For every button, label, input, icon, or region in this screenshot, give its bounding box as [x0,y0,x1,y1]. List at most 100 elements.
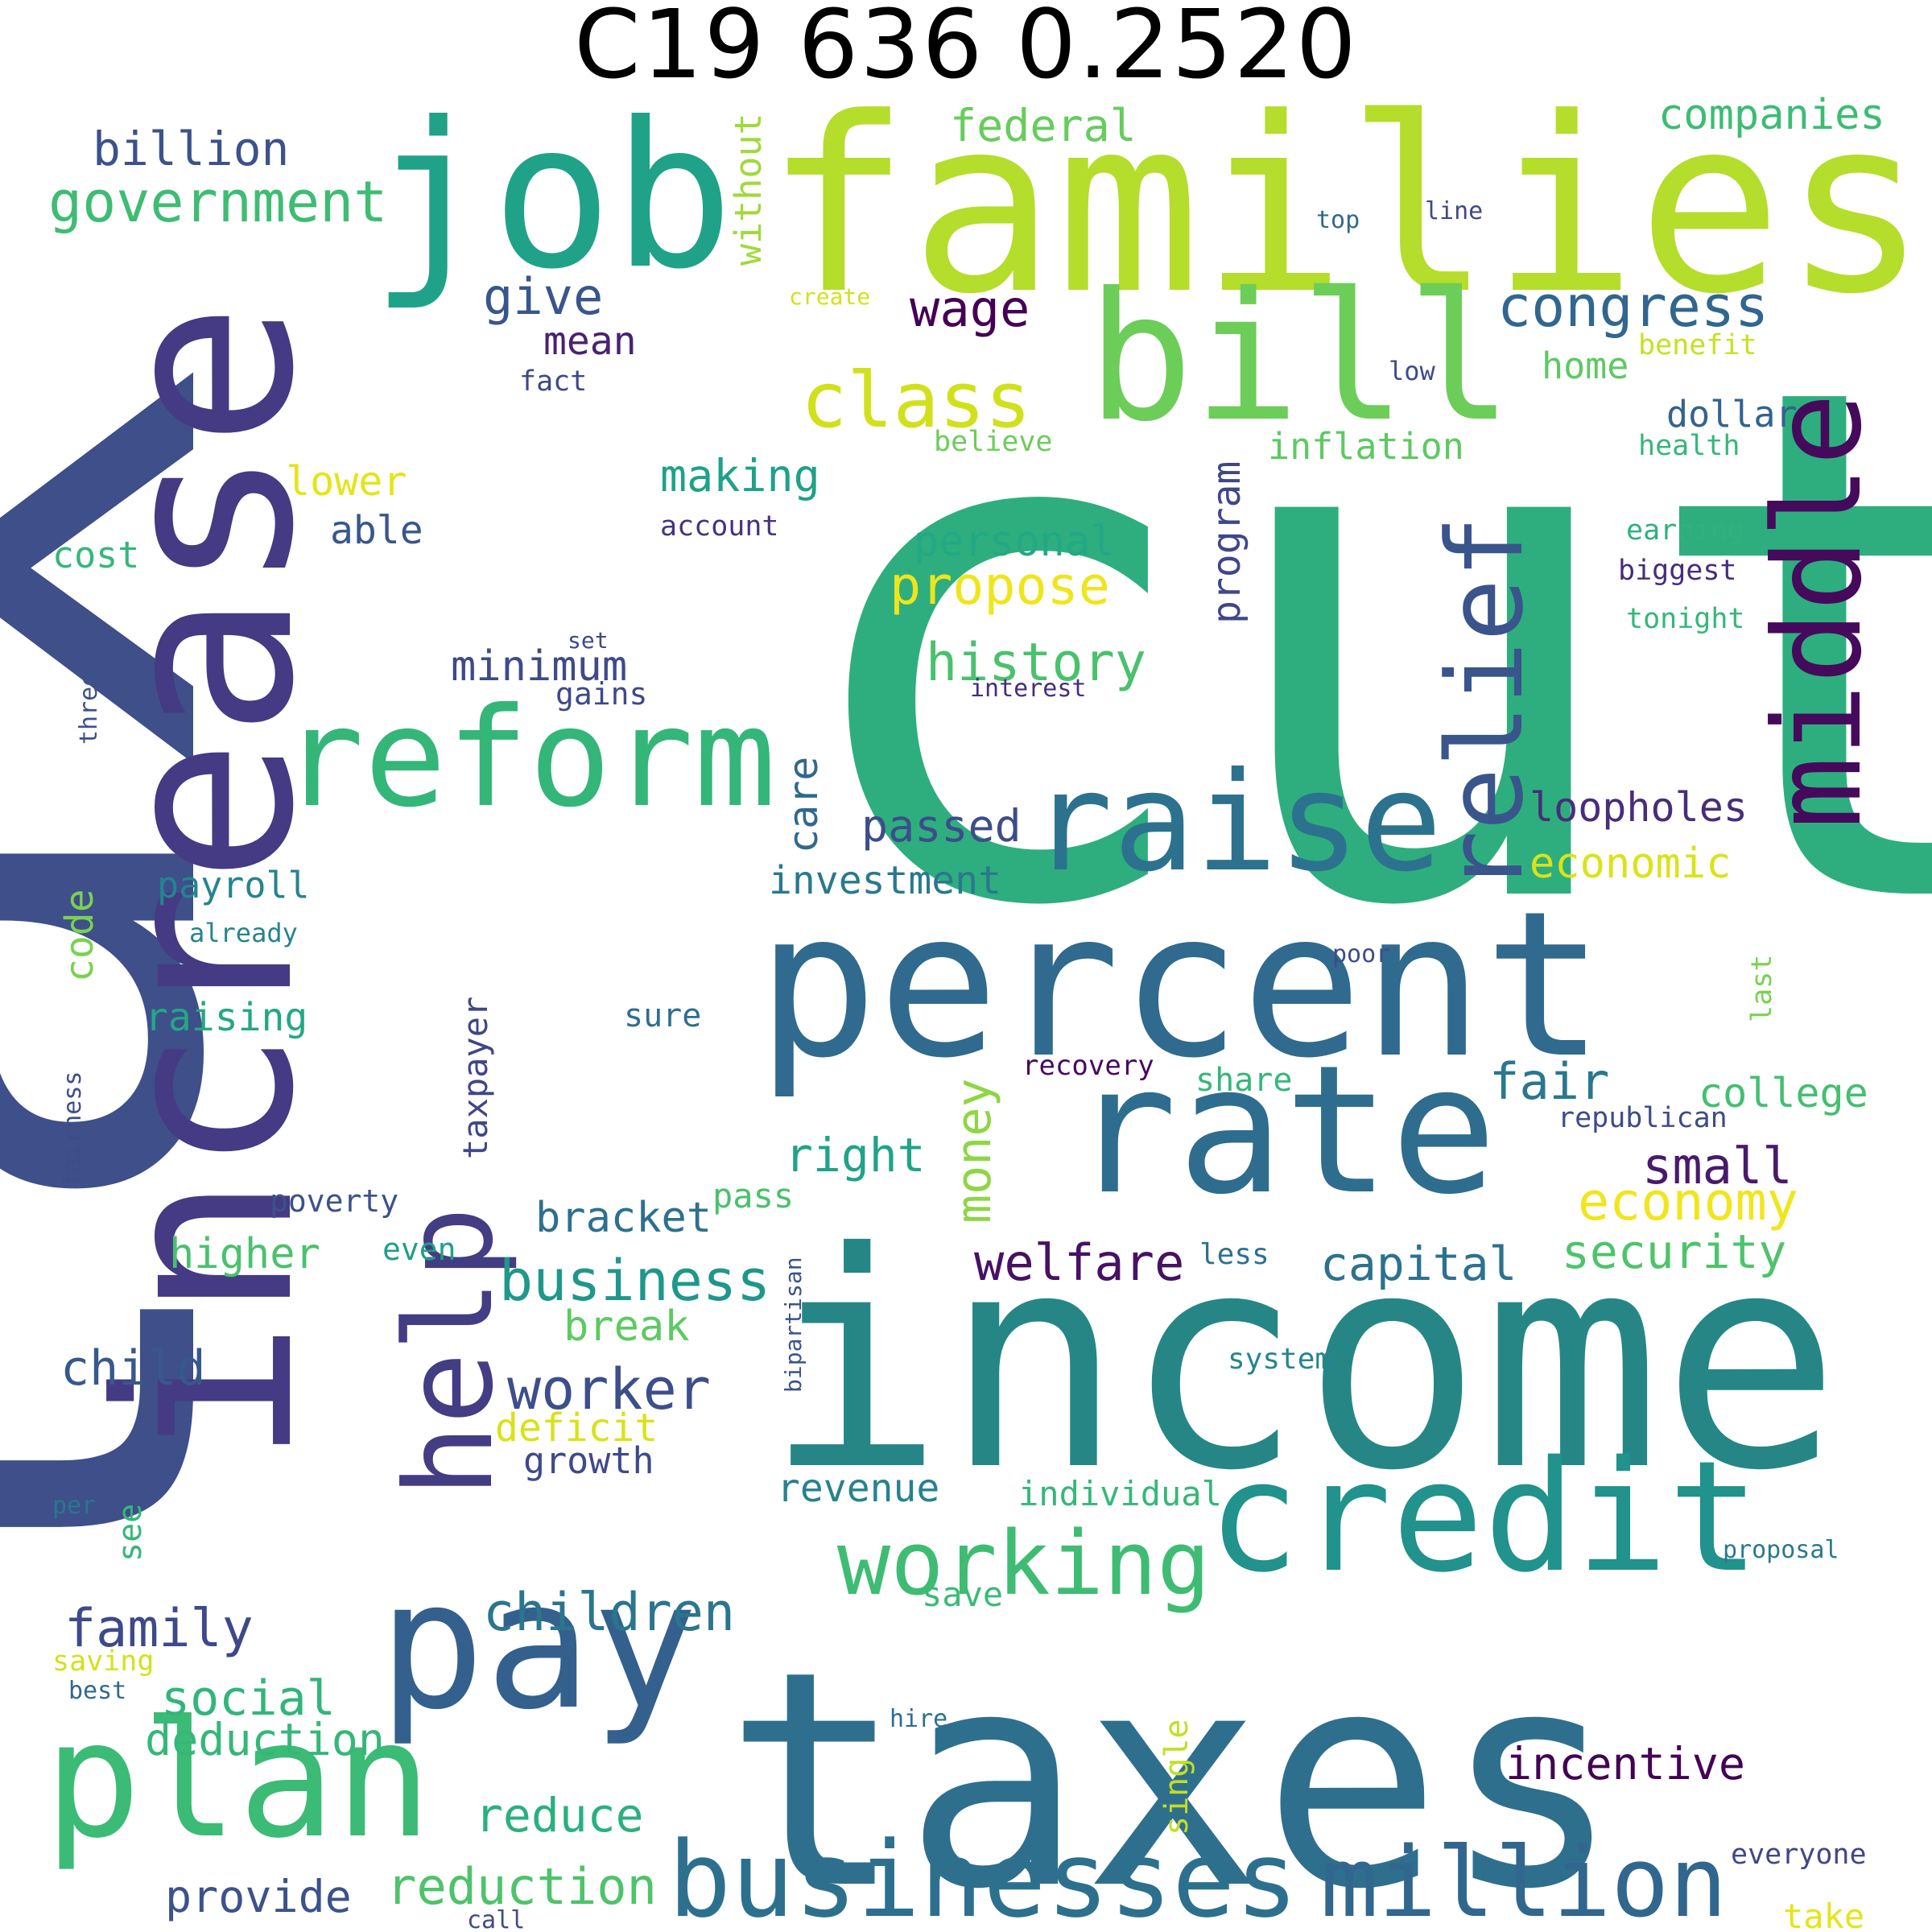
word-pass: pass [712,1176,794,1216]
word-per: per [52,1492,96,1520]
word-companies: companies [1658,91,1885,139]
word-reduction: reduction [386,1857,657,1916]
word-tax: tax [0,345,368,1682]
word-higher: higher [169,1230,320,1278]
word-share: share [1195,1062,1292,1099]
word-incentive: incentive [1505,1738,1745,1790]
word-payroll: payroll [157,864,310,906]
word-able: able [330,508,423,553]
word-government: government [48,169,387,235]
word-wage: wage [910,279,1030,338]
word-businesses: businesses [668,1818,1298,1932]
word-create: create [789,283,870,310]
word-income: income [765,1190,1841,1536]
word-bill: bill [1087,254,1513,460]
word-rate: rate [1071,1027,1497,1233]
word-believe: believe [934,426,1053,458]
word-million: million [1320,1827,1728,1932]
word-propose: propose [890,556,1110,617]
word-break: break [564,1302,690,1351]
word-growth: growth [523,1439,654,1482]
word-class: class [801,357,1031,445]
word-even: even [382,1232,456,1267]
word-single: single [1158,1719,1195,1836]
word-passed: passed [861,800,1022,852]
word-without: without [727,113,770,266]
word-low: low [1389,356,1436,386]
word-bracket: bracket [535,1194,712,1242]
word-best: best [68,1677,126,1705]
word-saving: saving [52,1645,154,1678]
word-capital: capital [1320,1236,1517,1291]
word-money: money [946,1078,1002,1224]
word-individual: individual [1018,1474,1222,1513]
word-see: see [112,1504,149,1562]
word-increase: increase [66,302,347,1465]
word-history: history [926,633,1146,693]
word-provide: provide [165,1871,352,1922]
word-percent: percent [757,868,1605,1102]
word-loopholes: loopholes [1530,784,1748,831]
word-deduction: deduction [145,1714,385,1765]
word-three: three [75,672,103,745]
word-small: small [1642,1137,1793,1195]
word-congress: congress [1497,274,1769,340]
word-child: child [60,1340,206,1397]
word-right: right [785,1128,926,1183]
word-raise: raise [1030,743,1443,902]
word-system: system [1228,1343,1332,1376]
word-minimum: minimum [451,642,627,691]
word-gains: gains [555,676,647,712]
word-deficit: deficit [495,1406,658,1451]
word-fact: fact [519,365,587,398]
word-federal: federal [950,100,1137,151]
word-top: top [1316,206,1360,234]
word-already: already [189,918,298,948]
word-taxpayer: taxpayer [456,997,495,1159]
word-making: making [660,450,820,502]
word-last: last [1746,955,1778,1022]
word-fairness: fairness [59,1071,87,1188]
word-give: give [483,267,603,326]
word-bipartisan: bipartisan [780,1257,807,1393]
word-personal: personal [914,518,1115,566]
word-taxes: taxes [724,1608,1621,1932]
word-recovery: recovery [1022,1050,1154,1082]
word-middle: middle [1748,393,1889,829]
word-call: call [467,1906,525,1932]
word-cut: cut [781,236,1932,1061]
word-benefit: benefit [1638,329,1757,361]
word-sure: sure [624,997,701,1034]
word-lower: lower [286,458,407,505]
word-everyone: everyone [1731,1839,1867,1871]
word-social: social [161,1670,336,1727]
word-biggest: biggest [1618,555,1737,587]
word-children: children [483,1583,735,1643]
word-business: business [499,1248,770,1314]
word-health: health [1638,430,1740,462]
word-save: save [922,1575,1003,1614]
word-mean: mean [543,319,637,364]
word-program: program [1204,461,1249,624]
word-economic: economic [1530,840,1731,888]
word-take: take [1783,1897,1864,1932]
word-worker: worker [507,1356,711,1422]
word-fair: fair [1489,1052,1609,1111]
word-billion: billion [93,122,289,176]
word-proposal: proposal [1723,1536,1839,1564]
word-dollar: dollar [1666,393,1798,436]
word-earning: earning [1626,514,1745,547]
word-cost: cost [52,534,139,576]
word-republican: republican [1558,1102,1728,1134]
word-line: line [1425,197,1483,225]
word-welfare: welfare [974,1233,1184,1292]
word-economy: economy [1578,1172,1798,1232]
word-credit: credit [1208,1428,1760,1606]
word-pay: pay [378,1542,698,1748]
word-inflation: inflation [1268,425,1464,468]
word-revenue: revenue [777,1466,939,1511]
word-help: help [380,1207,520,1497]
word-plan: plan [44,1686,432,1874]
word-relief: relief [1424,515,1546,894]
